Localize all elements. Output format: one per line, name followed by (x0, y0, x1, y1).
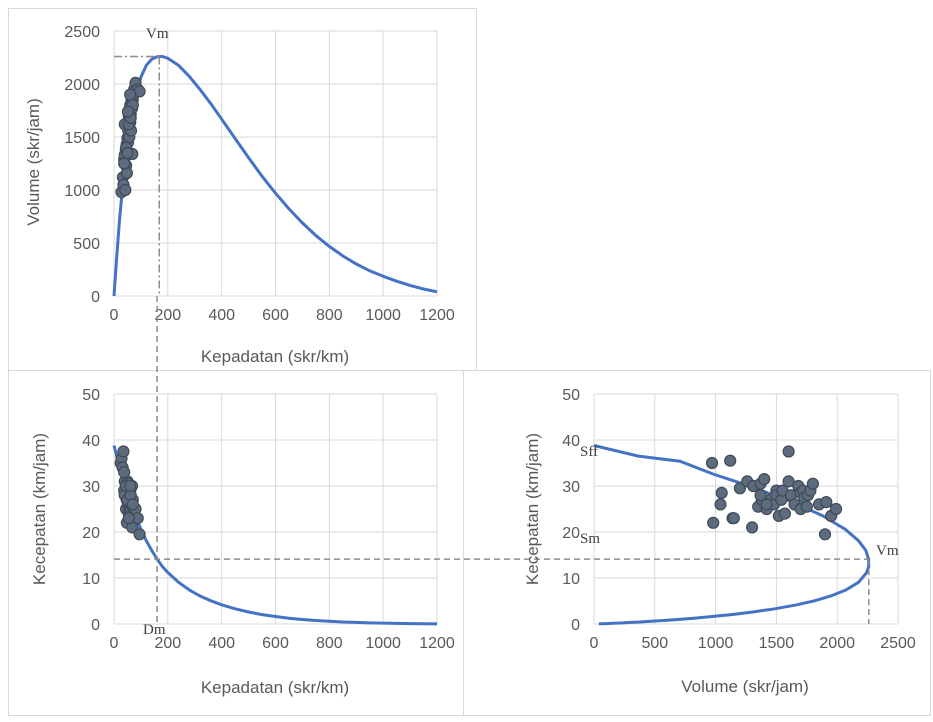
bl-data-point (117, 445, 130, 458)
annotation-sff: Sff (580, 444, 598, 460)
tl-xtick-label: 800 (316, 307, 343, 324)
chart-volume-speed: 0 500 1000 1500 2000 2500 0 10 20 30 40 50 (562, 387, 916, 652)
br-data-point (800, 500, 813, 513)
tl-xlabel: Kepadatan (skr/km) (201, 347, 349, 366)
br-data-point (820, 496, 833, 509)
br-data-point (707, 516, 720, 529)
tl-ytick-label: 2500 (64, 24, 100, 41)
panel-frame-br (463, 370, 931, 716)
br-data-point (778, 507, 792, 520)
tl-data-point (118, 157, 131, 170)
tl-xtick-label: 1200 (419, 307, 455, 324)
br-xlabel: Volume (skr/jam) (681, 677, 809, 696)
tl-ytick-label: 1500 (64, 130, 100, 147)
annotation-vm-right: Vm (876, 543, 899, 559)
bl-ytick-label: 0 (91, 617, 100, 634)
tl-ylabel: Volume (skr/jam) (24, 98, 43, 226)
br-ytick-label: 40 (562, 433, 580, 450)
bl-data-point (126, 498, 139, 511)
tl-data-point (124, 88, 137, 101)
bl-xtick-label: 1200 (419, 635, 455, 652)
br-data-point (782, 445, 795, 458)
bl-data-point (122, 512, 135, 525)
br-xtick-label: 500 (641, 635, 668, 652)
tl-ytick-label: 0 (91, 289, 100, 306)
bl-xtick-label: 800 (316, 635, 343, 652)
panel-frame-bl (8, 370, 464, 716)
br-ylabel: Kecepatan (km/jam) (523, 433, 542, 585)
tl-ytick-label: 1000 (64, 183, 100, 200)
br-data-point (829, 502, 843, 516)
annotation-sm: Sm (580, 531, 600, 547)
bl-xtick-label: 0 (110, 635, 119, 652)
reference-lines (114, 55, 870, 624)
tl-xtick-label: 1000 (365, 307, 401, 324)
bl-xtick-label: 600 (262, 635, 289, 652)
br-ytick-label: 0 (571, 617, 580, 634)
br-data-point (760, 498, 773, 511)
br-xtick-label: 2000 (819, 635, 855, 652)
bl-xtick-label: 1000 (365, 635, 401, 652)
br-data-point (724, 454, 737, 467)
tl-data-point (119, 183, 132, 197)
br-ytick-label: 20 (562, 525, 580, 542)
br-xtick-label: 2500 (880, 635, 916, 652)
br-data-point (754, 489, 767, 502)
tl-data-point (121, 105, 135, 118)
bl-ytick-label: 10 (82, 571, 100, 588)
br-data-point (806, 477, 820, 490)
bl-ytick-label: 20 (82, 525, 100, 542)
chart-density-volume: 0 200 400 600 800 1000 1200 0 500 1000 1500 2000 250… (64, 24, 454, 324)
br-data-point (758, 473, 771, 486)
annotation-dm: Dm (143, 622, 166, 638)
bl-ytick-label: 40 (82, 433, 100, 450)
br-ytick-label: 50 (562, 387, 580, 404)
chart-density-speed: 0 200 400 600 800 1000 1200 0 10 20 30 40 50 (82, 387, 455, 652)
bl-ylabel: Kecepatan (km/jam) (30, 433, 49, 585)
br-ytick-label: 30 (562, 479, 580, 496)
bl-ytick-label: 50 (82, 387, 100, 404)
br-data-point (745, 521, 759, 534)
tl-xtick-label: 200 (154, 307, 181, 324)
br-ytick-label: 10 (562, 571, 580, 588)
annotation-vm-top: Vm (146, 26, 169, 42)
br-xtick-label: 1500 (759, 635, 795, 652)
br-xtick-label: 1000 (698, 635, 734, 652)
tl-ytick-label: 500 (73, 236, 100, 253)
tl-xtick-label: 600 (262, 307, 289, 324)
bl-xlabel: Kepadatan (skr/km) (201, 678, 349, 697)
bl-ytick-label: 30 (82, 479, 100, 496)
br-data-point (818, 528, 832, 541)
br-xtick-label: 0 (590, 635, 599, 652)
br-data-point (714, 498, 727, 511)
tl-data-point (121, 146, 134, 159)
bl-xtick-label: 400 (208, 635, 235, 652)
bl-data-point (124, 479, 137, 493)
bl-xtick-label: 200 (154, 635, 181, 652)
tl-xtick-label: 0 (110, 307, 119, 324)
br-data-point (733, 482, 747, 495)
tl-xtick-label: 400 (208, 307, 235, 324)
br-data-point (715, 486, 728, 499)
br-data-point (727, 512, 740, 525)
bl-data-point (118, 466, 131, 479)
br-data-point (782, 475, 795, 488)
tl-ytick-label: 2000 (64, 77, 100, 94)
bl-data-point (133, 528, 146, 541)
br-data-point (705, 456, 719, 470)
